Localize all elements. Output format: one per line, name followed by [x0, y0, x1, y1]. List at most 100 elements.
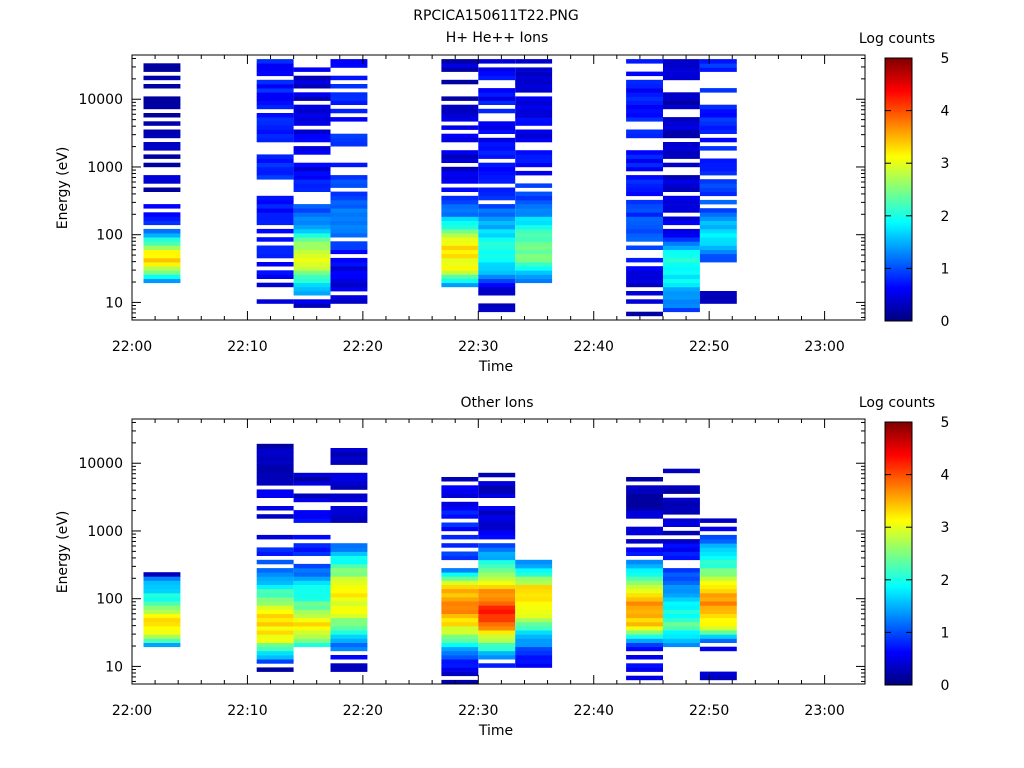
heatmap-cell	[143, 262, 181, 267]
heatmap-cell	[256, 282, 294, 288]
heatmap-cell	[441, 166, 479, 172]
heatmap-cell	[663, 199, 700, 205]
heatmap-cell	[478, 286, 516, 292]
heatmap-cell	[478, 547, 516, 552]
heatmap-cell	[143, 605, 181, 610]
heatmap-cell	[515, 104, 553, 110]
heatmap-cell	[515, 659, 553, 664]
heatmap-cell	[478, 257, 516, 263]
heatmap-cell	[626, 501, 663, 507]
heatmap-cell	[478, 270, 516, 275]
heatmap-cell	[626, 84, 663, 89]
heatmap-cell	[699, 208, 737, 213]
colorbar-label: Log counts	[859, 31, 935, 47]
heatmap-cell	[330, 63, 368, 68]
colorbar-tick-label: 4	[941, 104, 950, 120]
heatmap-cell	[515, 133, 553, 139]
heatmap-cell	[143, 96, 181, 101]
heatmap-cell	[626, 551, 663, 556]
heatmap-cell	[626, 237, 663, 242]
heatmap-cell	[256, 547, 294, 552]
heatmap-cell	[441, 224, 479, 230]
heatmap-cell	[663, 59, 700, 64]
heatmap-cell	[330, 646, 368, 652]
heatmap-cell	[663, 146, 700, 151]
y-tick-label: 10	[105, 295, 123, 311]
panel-title: H+ He++ Ions	[446, 30, 549, 46]
heatmap-cell	[256, 299, 294, 304]
heatmap-cell	[626, 539, 663, 544]
heatmap-cell	[478, 489, 516, 494]
heatmap-cell	[256, 506, 294, 511]
heatmap-cell	[256, 534, 294, 540]
heatmap-cell	[293, 514, 331, 519]
heatmap-cell	[626, 179, 663, 184]
heatmap-cell	[441, 216, 479, 221]
y-tick-label: 10000	[78, 92, 123, 108]
heatmap-cell	[256, 630, 294, 635]
heatmap-cell	[699, 249, 737, 255]
heatmap-cell	[626, 133, 663, 139]
heatmap-cell	[256, 137, 294, 143]
heatmap-cell	[663, 208, 700, 213]
heatmap-cell	[330, 634, 368, 639]
x-axis-label: Time	[478, 723, 513, 739]
heatmap-cell	[515, 266, 553, 271]
heatmap-cell	[515, 67, 553, 72]
heatmap-cell	[478, 555, 516, 561]
heatmap-cell	[626, 485, 663, 490]
heatmap-cell	[478, 220, 516, 226]
heatmap-cell	[293, 278, 331, 284]
heatmap-cell	[293, 510, 331, 515]
heatmap-cell	[626, 79, 663, 85]
heatmap-cell	[293, 534, 331, 540]
heatmap-cell	[330, 286, 368, 292]
heatmap-cell	[441, 630, 479, 635]
heatmap-cell	[663, 162, 700, 168]
heatmap-cell	[256, 605, 294, 610]
heatmap-cell	[293, 609, 331, 614]
heatmap-cell	[256, 92, 294, 97]
heatmap-cell	[515, 79, 553, 85]
heatmap-cell	[515, 162, 553, 168]
heatmap-cell	[699, 543, 737, 548]
heatmap-cell	[441, 489, 479, 494]
axes: 22:00 22:10 22:20 22:30 22:40 22:50 23:00 10 100…	[78, 419, 865, 719]
heatmap-cell	[699, 671, 737, 677]
heatmap-cell	[293, 274, 331, 279]
heatmap-cell	[699, 526, 737, 532]
heatmap-cell	[478, 650, 516, 656]
heatmap-cell	[441, 63, 479, 68]
heatmap-cell	[256, 468, 294, 474]
heatmap-cell	[515, 100, 553, 105]
heatmap-cell	[330, 551, 368, 556]
heatmap-cell	[330, 175, 368, 180]
heatmap-cell	[330, 262, 368, 267]
heatmap-cell	[143, 216, 181, 221]
heatmap-cell	[441, 526, 479, 532]
heatmap-cell	[293, 493, 331, 498]
heatmap-cell	[626, 108, 663, 114]
heatmap-cell	[330, 257, 368, 263]
heatmap-cell	[330, 584, 368, 590]
heatmap-cell	[478, 274, 516, 279]
heatmap-cell	[256, 443, 294, 449]
heatmap-cell	[478, 655, 516, 660]
heatmap-cell	[441, 605, 479, 610]
heatmap-cell	[699, 675, 737, 681]
x-tick-label: 22:00	[112, 703, 152, 719]
heatmap-cell	[330, 233, 368, 238]
heatmap-cell	[699, 617, 737, 623]
heatmap-cell	[663, 597, 700, 602]
x-tick-label: 22:30	[458, 703, 498, 719]
heatmap-cell	[626, 274, 663, 279]
heatmap-cell	[626, 675, 663, 681]
heatmap-cell	[143, 584, 181, 590]
heatmap-cell	[478, 175, 516, 180]
heatmap-cell	[478, 191, 516, 197]
heatmap-cell	[663, 555, 700, 561]
heatmap-cell	[515, 249, 553, 255]
heatmap-cell	[441, 187, 479, 192]
heatmap-cell	[441, 104, 479, 110]
heatmap-cell	[293, 626, 331, 631]
